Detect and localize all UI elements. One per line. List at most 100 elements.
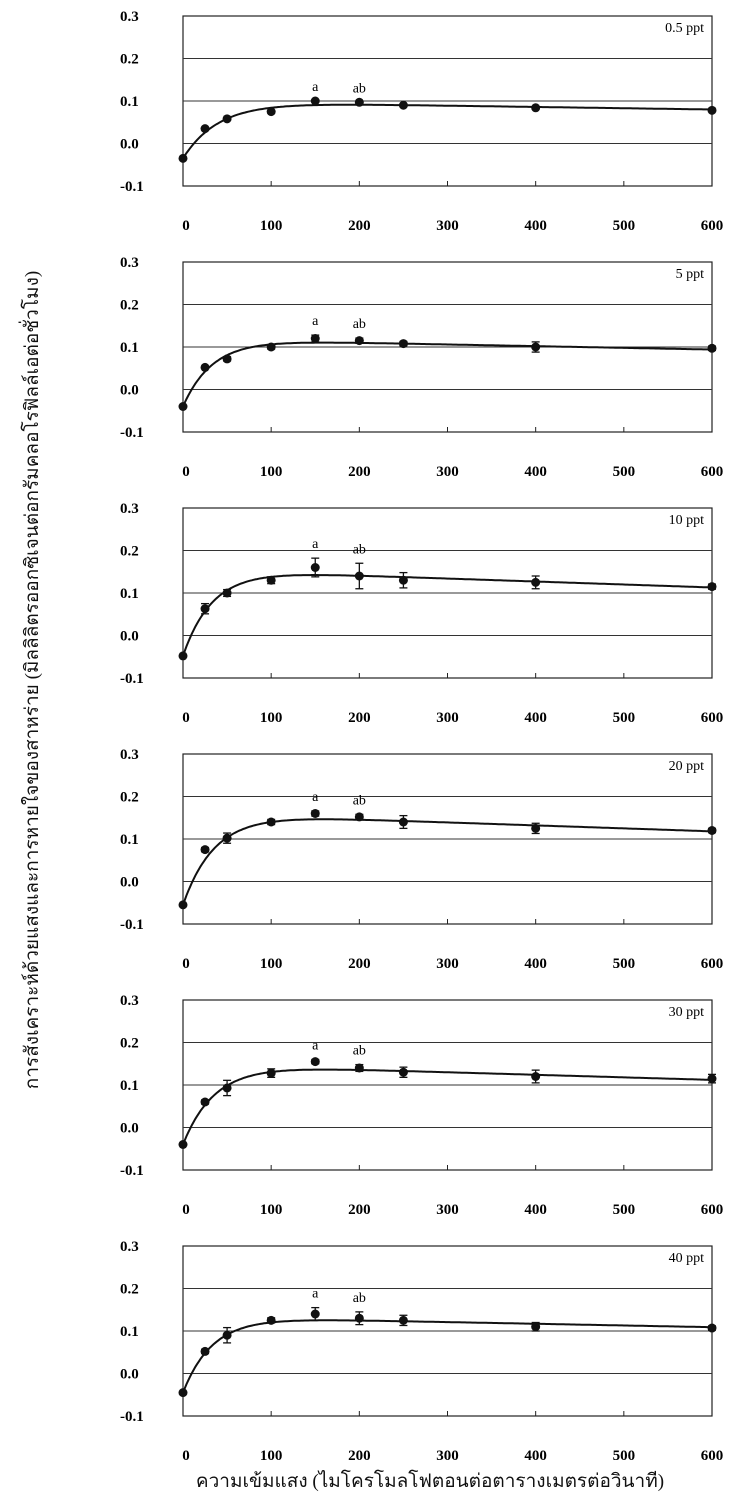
panel-1: -0.1 0.0 0.1 0.2 0.3 0 100 200 300 400 500 600 5 ppt…: [120, 255, 723, 480]
y-tick-label: -0.1: [120, 1163, 144, 1179]
x-tick-label: 400: [524, 1202, 547, 1218]
data-point: [200, 1097, 210, 1107]
x-tick-label: 100: [260, 1202, 283, 1218]
data-point: [531, 823, 541, 833]
panel-5: -0.1 0.0 0.1 0.2 0.3 0 100 200 300 400 500 600 40 pp…: [120, 1239, 723, 1464]
data-point: [531, 342, 541, 352]
data-point: [266, 575, 276, 585]
data-point: [354, 1063, 364, 1073]
significance-label: ab: [353, 81, 366, 96]
panel-label: 40 ppt: [669, 1251, 705, 1266]
panel-label: 30 ppt: [669, 1005, 705, 1020]
x-tick-label: 500: [613, 1448, 636, 1464]
x-tick-label: 400: [524, 218, 547, 234]
data-point: [398, 100, 408, 110]
data-point: [531, 103, 541, 113]
data-point: [310, 563, 320, 572]
x-tick-label: 0: [182, 218, 190, 234]
data-point: [200, 124, 210, 134]
data-point: [222, 1083, 232, 1093]
data-point: [200, 362, 210, 372]
data-point: [310, 809, 320, 818]
data-point: [178, 402, 188, 411]
y-tick-label: 0.2: [120, 1036, 139, 1052]
y-tick-label: 0.2: [120, 1282, 139, 1298]
data-point: [310, 1057, 320, 1067]
x-tick-label: 300: [436, 956, 459, 972]
data-point: [354, 812, 364, 822]
data-point: [707, 343, 717, 353]
data-point: [398, 339, 408, 349]
data-point: [178, 900, 188, 910]
data-point: [266, 107, 276, 117]
data-point: [266, 817, 276, 827]
x-tick-label: 0: [182, 1448, 190, 1464]
y-tick-label: 0.3: [120, 747, 139, 763]
y-tick-label: 0.1: [120, 586, 139, 602]
x-tick-label: 200: [348, 218, 371, 234]
y-tick-label: 0.0: [120, 383, 139, 399]
panel-label: 0.5 ppt: [665, 21, 704, 36]
y-tick-label: 0.2: [120, 52, 139, 68]
x-tick-label: 600: [701, 1448, 724, 1464]
significance-label: a: [312, 1287, 319, 1302]
x-tick-label: 600: [701, 218, 724, 234]
x-tick-label: 600: [701, 710, 724, 726]
x-tick-label: 600: [701, 1202, 724, 1218]
data-point: [178, 1388, 188, 1398]
data-point: [266, 342, 276, 352]
data-point: [200, 604, 210, 614]
y-tick-label: 0.1: [120, 1324, 139, 1340]
y-tick-label: 0.2: [120, 790, 139, 806]
x-tick-label: 400: [524, 956, 547, 972]
data-point: [310, 334, 320, 343]
fit-curve: [182, 574, 713, 657]
x-tick-label: 300: [436, 218, 459, 234]
x-tick-label: 500: [613, 1202, 636, 1218]
significance-label: ab: [353, 793, 366, 808]
x-tick-label: 600: [701, 956, 724, 972]
significance-label: ab: [353, 317, 366, 332]
data-point: [398, 1067, 408, 1077]
y-tick-label: 0.0: [120, 1367, 139, 1383]
y-tick-label: 0.2: [120, 544, 139, 560]
y-tick-label: 0.1: [120, 832, 139, 848]
y-tick-label: 0.3: [120, 993, 139, 1009]
x-tick-label: 300: [436, 464, 459, 480]
significance-label: a: [312, 537, 319, 552]
data-point: [707, 1074, 717, 1084]
x-tick-label: 500: [613, 218, 636, 234]
panel-4: -0.1 0.0 0.1 0.2 0.3 0 100 200 300 400 500 600 30 pp…: [120, 993, 723, 1218]
y-tick-label: 0.0: [120, 875, 139, 891]
x-tick-label: 300: [436, 710, 459, 726]
x-tick-label: 200: [348, 956, 371, 972]
significance-label: a: [312, 790, 319, 805]
panel-2: -0.1 0.0 0.1 0.2 0.3 0 100 200 300 400 500 600 10 pp…: [120, 501, 723, 726]
data-point: [178, 153, 188, 163]
y-tick-label: 0.1: [120, 340, 139, 356]
x-tick-label: 500: [613, 464, 636, 480]
data-point: [200, 845, 210, 855]
x-tick-label: 0: [182, 710, 190, 726]
panel-3: -0.1 0.0 0.1 0.2 0.3 0 100 200 300 400 500 600 20 pp…: [120, 747, 723, 972]
significance-label: a: [312, 1039, 319, 1054]
x-tick-label: 100: [260, 1448, 283, 1464]
significance-label: ab: [353, 542, 366, 557]
data-point: [354, 336, 364, 346]
panel-label: 10 ppt: [669, 513, 705, 528]
significance-label: ab: [353, 1291, 366, 1306]
data-point: [354, 97, 364, 107]
data-point: [707, 582, 717, 592]
data-point: [178, 1140, 188, 1149]
data-point: [222, 354, 232, 364]
y-tick-label: 0.0: [120, 1121, 139, 1137]
x-tick-label: 500: [613, 710, 636, 726]
y-tick-label: 0.1: [120, 94, 139, 110]
data-point: [398, 1315, 408, 1325]
data-point: [222, 588, 232, 598]
data-point: [398, 575, 408, 585]
y-tick-label: 0.0: [120, 629, 139, 645]
x-tick-label: 300: [436, 1202, 459, 1218]
